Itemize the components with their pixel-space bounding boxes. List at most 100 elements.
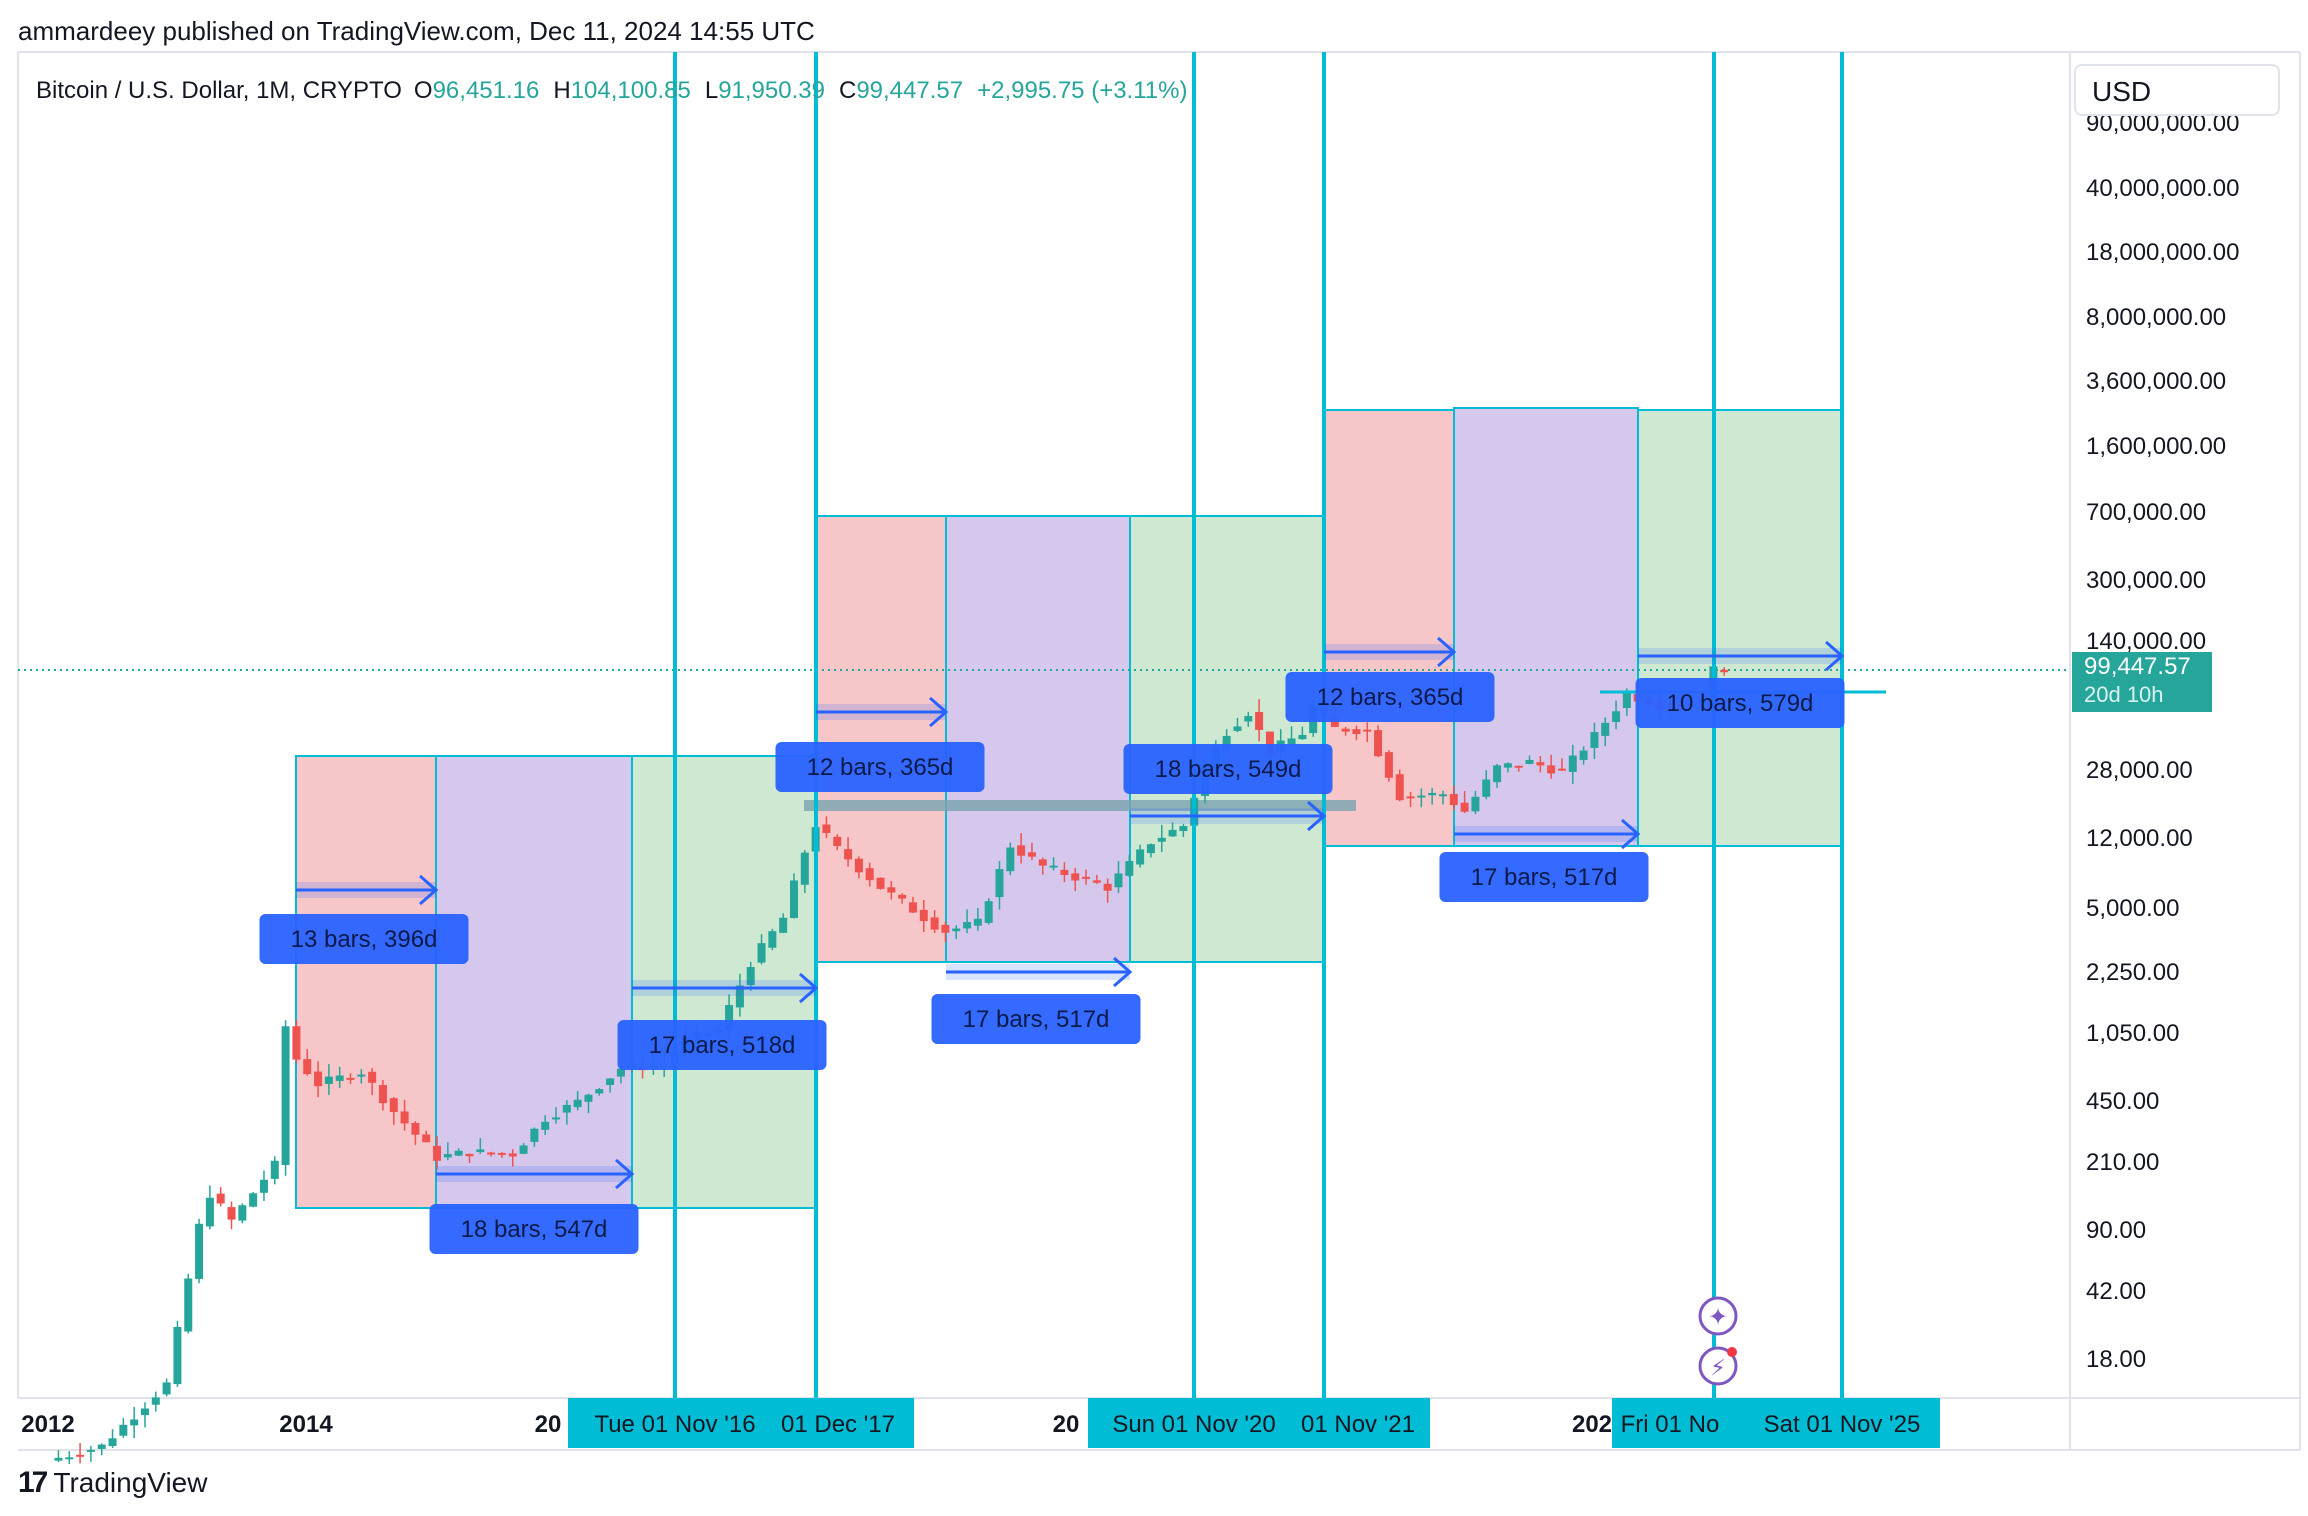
measure-7[interactable]: 17 bars, 517d bbox=[1439, 818, 1649, 902]
candle bbox=[1017, 833, 1026, 864]
zone-purple-2[interactable] bbox=[945, 515, 1131, 963]
candle bbox=[184, 1273, 193, 1334]
date-badge-label: Sun 01 Nov '20 bbox=[1112, 1411, 1275, 1438]
date-badge-label: Tue 01 Nov '16 bbox=[594, 1411, 755, 1438]
candle bbox=[54, 1450, 63, 1463]
price-tick-label: 18,000,000.00 bbox=[2086, 239, 2239, 266]
publisher-line: ammardeey published on TradingView.com, … bbox=[18, 16, 815, 46]
measure-label: 12 bars, 365d bbox=[1317, 684, 1464, 711]
candle bbox=[76, 1443, 85, 1464]
candle bbox=[1449, 785, 1458, 811]
price-tick-label: 450.00 bbox=[2086, 1088, 2159, 1115]
sparkle-icon[interactable] bbox=[1698, 1296, 1738, 1336]
candle bbox=[1146, 843, 1155, 858]
measure-6[interactable]: 12 bars, 365d bbox=[1285, 636, 1495, 722]
candle bbox=[1579, 746, 1588, 765]
candle bbox=[1493, 763, 1502, 788]
candle bbox=[595, 1088, 604, 1096]
measure-annotations[interactable]: 13 bars, 396d 18 bars, 547d 17 bars, 518d 1… bbox=[259, 636, 1845, 1254]
candle bbox=[1590, 722, 1599, 760]
legend-l-label: L bbox=[705, 77, 718, 104]
measure-8[interactable]: 10 bars, 579d bbox=[1635, 640, 1845, 728]
candle bbox=[86, 1445, 95, 1462]
currency-button[interactable]: USD bbox=[2074, 64, 2280, 116]
candle bbox=[1482, 770, 1491, 800]
candle bbox=[1428, 787, 1437, 805]
legend-l-value: 91,950.39 bbox=[718, 77, 825, 104]
candle bbox=[1287, 726, 1296, 746]
resistance-band[interactable] bbox=[804, 800, 1356, 811]
price-tick-label: 42.00 bbox=[2086, 1278, 2146, 1305]
candle bbox=[1006, 842, 1015, 876]
cycle-lines[interactable] bbox=[673, 52, 1844, 1398]
candle bbox=[562, 1100, 571, 1125]
price-tick-label: 1,050.00 bbox=[2086, 1020, 2179, 1047]
candle bbox=[844, 837, 853, 867]
candle bbox=[1557, 758, 1566, 772]
candle bbox=[876, 877, 885, 890]
candle bbox=[1092, 874, 1101, 884]
measure-label: 17 bars, 518d bbox=[649, 1032, 796, 1059]
candle bbox=[1233, 717, 1242, 733]
candle bbox=[195, 1218, 204, 1284]
zone-green-3[interactable] bbox=[1637, 409, 1843, 847]
candle bbox=[1298, 726, 1307, 740]
lightning-icon[interactable] bbox=[1698, 1346, 1738, 1386]
candle bbox=[433, 1136, 442, 1170]
measure-0[interactable]: 13 bars, 396d bbox=[259, 874, 469, 964]
candle bbox=[1460, 791, 1469, 814]
sparkle-glyph: ✦ bbox=[1708, 1303, 1728, 1331]
price-tick-label: 5,000.00 bbox=[2086, 895, 2179, 922]
measure-3[interactable]: 12 bars, 365d bbox=[775, 696, 985, 792]
price-tick-label: 8,000,000.00 bbox=[2086, 304, 2226, 331]
zone-purple-3[interactable] bbox=[1453, 407, 1639, 847]
measure-1[interactable]: 18 bars, 547d bbox=[429, 1158, 639, 1254]
zone-red-2[interactable] bbox=[815, 515, 947, 963]
candle bbox=[1438, 790, 1447, 805]
time-axis[interactable]: 2012 2014 20 20 202 bbox=[21, 1411, 1612, 1438]
candle bbox=[973, 907, 982, 931]
candle bbox=[130, 1406, 139, 1438]
candle bbox=[259, 1170, 268, 1201]
candle bbox=[378, 1080, 387, 1111]
candle bbox=[324, 1064, 333, 1096]
measure-2[interactable]: 17 bars, 518d bbox=[617, 972, 827, 1070]
candle bbox=[963, 909, 972, 934]
candle bbox=[270, 1156, 279, 1185]
candle bbox=[368, 1068, 377, 1096]
candle bbox=[1503, 762, 1512, 773]
legend-h-value: 104,100.85 bbox=[571, 77, 691, 104]
candle bbox=[292, 1020, 301, 1063]
candle bbox=[1536, 755, 1545, 773]
candle bbox=[584, 1093, 593, 1114]
time-tick-label: 20 bbox=[1053, 1411, 1080, 1438]
tradingview-logo[interactable]: 17 TradingView bbox=[18, 1466, 207, 1500]
candle bbox=[108, 1429, 117, 1448]
candle bbox=[1038, 857, 1047, 875]
measure-5[interactable]: 18 bars, 549d bbox=[1123, 744, 1333, 832]
price-tick-label: 140,000.00 bbox=[2086, 628, 2206, 655]
candle bbox=[822, 816, 831, 838]
date-badge-label: Sat 01 Nov '25 bbox=[1764, 1411, 1921, 1438]
candle bbox=[1568, 744, 1577, 784]
measure-4[interactable]: 17 bars, 517d bbox=[931, 956, 1141, 1044]
measure-label: 18 bars, 549d bbox=[1155, 756, 1302, 783]
price-tick-label: 300,000.00 bbox=[2086, 567, 2206, 594]
measure-label-bg bbox=[1285, 672, 1495, 722]
price-tick-label: 210.00 bbox=[2086, 1149, 2159, 1176]
candle bbox=[411, 1121, 420, 1145]
chart-overlay-icons[interactable]: ✦ ⚡ bbox=[1698, 1296, 1738, 1386]
zone-green-1[interactable] bbox=[631, 755, 817, 1209]
price-axis[interactable]: 90,000,000.0040,000,000.0018,000,000.008… bbox=[2086, 110, 2239, 1373]
candle bbox=[887, 880, 896, 900]
measure-label: 10 bars, 579d bbox=[1667, 690, 1814, 717]
candle bbox=[227, 1201, 236, 1230]
tradingview-logo-icon: 17 bbox=[18, 1466, 48, 1499]
measure-label-bg bbox=[775, 742, 985, 792]
candle bbox=[1136, 844, 1145, 868]
candle bbox=[476, 1138, 485, 1154]
candle bbox=[606, 1078, 615, 1093]
candle bbox=[65, 1451, 74, 1465]
candle bbox=[1720, 667, 1729, 676]
